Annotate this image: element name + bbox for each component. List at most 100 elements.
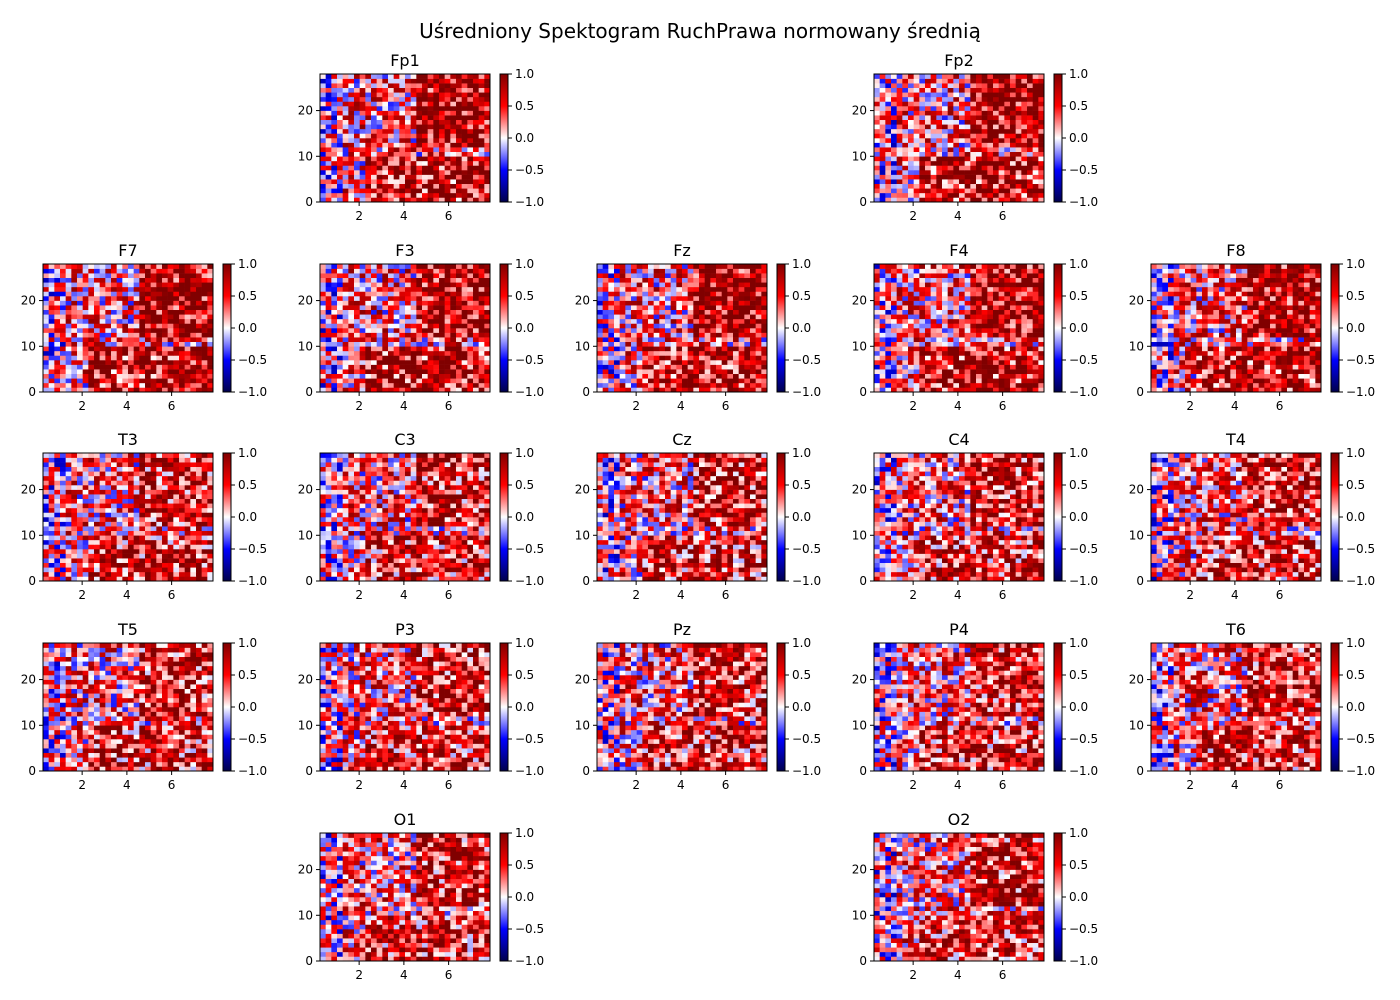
heatmap-cell [433, 156, 439, 161]
heatmap-cell [987, 111, 993, 116]
heatmap-cell [331, 346, 337, 351]
heatmap-cell [902, 383, 908, 388]
heatmap-cell [326, 188, 332, 193]
heatmap-cell [326, 360, 332, 365]
heatmap-cell [1016, 296, 1022, 301]
colorbar-tick-label: −0.5 [515, 353, 544, 367]
heatmap-cell [145, 333, 151, 338]
heatmap-cell [467, 278, 473, 283]
heatmap-cell [343, 369, 349, 374]
heatmap-cell [49, 291, 55, 296]
heatmap-cell [891, 101, 897, 106]
y-tick-label: 20 [298, 294, 313, 308]
heatmap-cell [196, 314, 202, 319]
heatmap-cell [484, 273, 490, 278]
heatmap-cell [365, 161, 371, 166]
heatmap-cell [388, 296, 394, 301]
heatmap-cell [94, 337, 100, 342]
heatmap-cell [450, 374, 456, 379]
heatmap-cell [173, 273, 179, 278]
heatmap-cell [411, 314, 417, 319]
heatmap-cell [433, 365, 439, 370]
heatmap-cell [348, 264, 354, 269]
heatmap-cell [83, 355, 89, 360]
heatmap-cell [1033, 129, 1039, 134]
heatmap-cell [416, 310, 422, 315]
heatmap-cell [88, 269, 94, 274]
heatmap-cell [450, 333, 456, 338]
heatmap-cell [710, 337, 716, 342]
x-tick-label: 4 [400, 399, 408, 413]
heatmap-cell [959, 374, 965, 379]
heatmap-cell [631, 351, 637, 356]
heatmap-cell [880, 138, 886, 143]
heatmap-cell [382, 287, 388, 292]
heatmap-cell [1004, 310, 1010, 315]
heatmap-cell [371, 333, 377, 338]
heatmap-cell [462, 193, 468, 198]
heatmap-cell [942, 333, 948, 338]
heatmap-cell [908, 165, 914, 170]
heatmap-cell [925, 301, 931, 306]
heatmap-cell [337, 120, 343, 125]
heatmap-cell [902, 351, 908, 356]
heatmap-cell [343, 365, 349, 370]
heatmap-cell [439, 314, 445, 319]
heatmap-cell [699, 305, 705, 310]
heatmap-cell [88, 296, 94, 301]
heatmap-cell [761, 319, 767, 324]
heatmap-cell [756, 296, 762, 301]
heatmap-cell [111, 301, 117, 306]
heatmap-cell [705, 264, 711, 269]
heatmap-cell [139, 287, 145, 292]
heatmap-cell [897, 156, 903, 161]
heatmap-cell [948, 305, 954, 310]
heatmap-cell [54, 383, 60, 388]
heatmap-cell [331, 79, 337, 84]
heatmap-cell [733, 301, 739, 306]
heatmap-cell [885, 333, 891, 338]
colorbar-tick-label: −1.0 [515, 195, 544, 209]
heatmap-cell [953, 161, 959, 166]
heatmap-cell [348, 193, 354, 198]
heatmap-cell [105, 369, 111, 374]
heatmap-cell [411, 328, 417, 333]
heatmap-cell [1010, 106, 1016, 111]
heatmap-cell [416, 188, 422, 193]
heatmap-cell [1016, 383, 1022, 388]
heatmap-cell [733, 374, 739, 379]
heatmap-cell [965, 374, 971, 379]
heatmap-cell [377, 296, 383, 301]
heatmap-cell [331, 360, 337, 365]
heatmap-cell [648, 314, 654, 319]
heatmap-cell [908, 175, 914, 180]
heatmap-cell [422, 156, 428, 161]
heatmap-cell [337, 97, 343, 102]
heatmap-cell [66, 323, 72, 328]
heatmap-cell [337, 111, 343, 116]
heatmap-cell [394, 355, 400, 360]
heatmap-cell [1016, 328, 1022, 333]
heatmap-cell [965, 323, 971, 328]
y-tick-label: 0 [305, 385, 313, 399]
heatmap-cell [693, 333, 699, 338]
heatmap-cell [360, 314, 366, 319]
heatmap-cell [422, 310, 428, 315]
heatmap-cell [891, 133, 897, 138]
heatmap-cell [371, 278, 377, 283]
heatmap-cell [914, 165, 920, 170]
heatmap-cell [100, 383, 106, 388]
heatmap-cell [394, 365, 400, 370]
heatmap-cell [207, 291, 213, 296]
heatmap-cell [450, 138, 456, 143]
heatmap-cell [982, 337, 988, 342]
heatmap-cell [360, 323, 366, 328]
heatmap-cell [908, 369, 914, 374]
heatmap-cell [473, 323, 479, 328]
heatmap-cell [936, 115, 942, 120]
heatmap-cell [874, 351, 880, 356]
heatmap-cell [597, 305, 603, 310]
heatmap-cell [382, 296, 388, 301]
heatmap-cell [654, 314, 660, 319]
heatmap-cell [976, 165, 982, 170]
